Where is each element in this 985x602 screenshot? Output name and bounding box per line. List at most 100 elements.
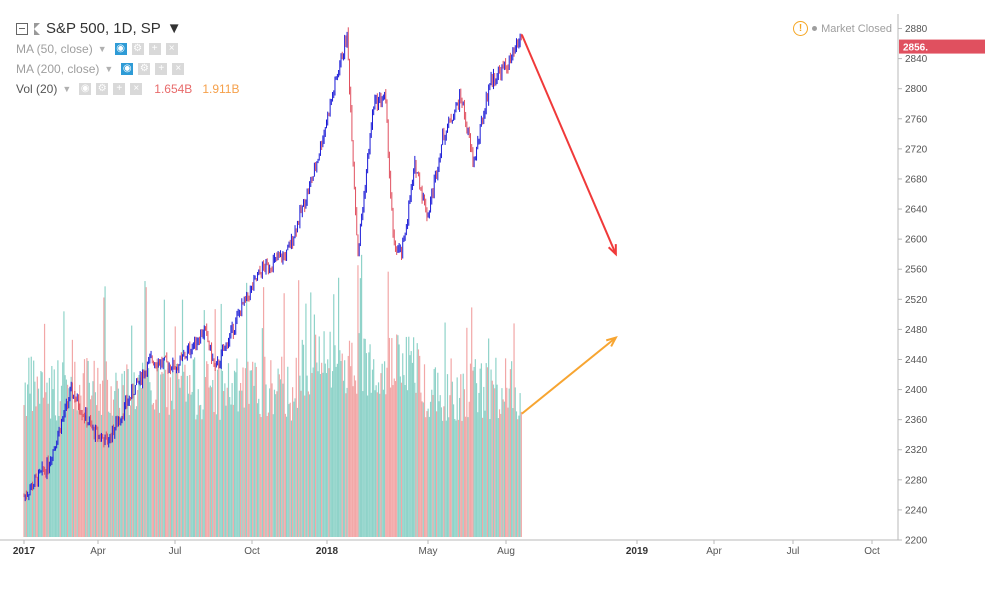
volume-bar [480, 363, 482, 537]
red-arrow [520, 34, 617, 255]
volume-bar [456, 377, 458, 537]
volume-bar [324, 363, 326, 537]
price-axis[interactable]: 2200 2240 2280 2320 2360 2400 2440 2480 2520 2560… [897, 14, 928, 547]
volume-bar [429, 401, 432, 537]
time-axis[interactable]: 2017 Apr Jul Oct 2018 May Aug 2019 Apr Jul Oct [0, 539, 898, 557]
volume-bar [296, 407, 299, 537]
volume-bar [173, 409, 175, 537]
volume-bar [449, 395, 451, 537]
volume-bar [509, 369, 512, 537]
volume-bar [218, 363, 220, 537]
close-icon[interactable]: × [165, 43, 178, 55]
volume-bar [122, 385, 124, 537]
volume-bar [479, 368, 481, 537]
collapse-icon[interactable] [16, 22, 28, 35]
volume-bar [365, 353, 368, 537]
symbol-title[interactable]: S&P 500, 1D, SP [46, 20, 161, 37]
flag-icon[interactable] [34, 22, 40, 35]
volume-bar [151, 404, 153, 537]
volume-bar [149, 382, 151, 537]
volume-bar [344, 360, 346, 537]
volume-bar [117, 388, 119, 537]
volume-bar [364, 338, 366, 537]
volume-bar [96, 405, 98, 537]
volume-bar [413, 337, 415, 537]
symbol-header[interactable]: S&P 500, 1D, SP ▼ [16, 20, 182, 37]
x-tick-label: 2017 [13, 546, 36, 557]
plus-icon[interactable]: + [148, 43, 161, 55]
volume-bar [340, 361, 342, 537]
volume-bar [492, 384, 495, 537]
close-icon[interactable]: × [172, 63, 185, 75]
eye-icon[interactable]: ◉ [114, 43, 127, 55]
volume-bar [249, 370, 251, 537]
volume-bar [145, 287, 147, 537]
plus-icon[interactable]: + [155, 63, 168, 75]
volume-bar [214, 309, 216, 537]
volume-bar [85, 415, 87, 537]
volume-value: 1.654B [154, 82, 193, 96]
volume-bar [127, 369, 129, 537]
eye-icon[interactable]: ◉ [121, 63, 134, 75]
volume-bar [471, 307, 473, 537]
volume-bar [434, 367, 436, 537]
volume-bar [186, 375, 188, 537]
gear-icon[interactable]: ⚙ [131, 43, 144, 55]
volume-bar [132, 395, 134, 537]
volume-bar [131, 325, 133, 537]
volume-bar [467, 417, 469, 537]
volume-bar [448, 417, 450, 537]
volume-bar [114, 390, 116, 537]
volume-bar [92, 381, 94, 537]
volume-bar [300, 390, 302, 537]
x-tick-label: Apr [706, 546, 722, 557]
volume-bar [386, 367, 388, 537]
volume-bar [156, 358, 158, 537]
last-price-label: 2856. [903, 43, 928, 54]
volume-bar [452, 404, 455, 537]
volume-bar [292, 387, 294, 537]
eye-icon[interactable]: ◉ [79, 83, 92, 95]
volume-bar [354, 380, 357, 537]
volume-bar [235, 372, 237, 537]
volume-bar [348, 340, 351, 537]
volume-bar [393, 378, 395, 537]
market-status[interactable]: ! Market Closed [793, 21, 892, 36]
volume-bar [416, 343, 418, 537]
chevron-down-icon[interactable]: ▼ [97, 44, 107, 54]
orange-arrow-head [605, 336, 618, 347]
gear-icon[interactable]: ⚙ [138, 63, 151, 75]
y-tick-label: 2240 [905, 505, 928, 516]
volume-bar [244, 368, 247, 537]
x-tick-label: May [419, 546, 438, 557]
volume-bar [168, 414, 170, 537]
legend-ma200[interactable]: MA (200, close) ▼ ◉ ⚙ + × [16, 62, 185, 76]
y-tick-label: 2760 [905, 114, 928, 125]
warning-icon[interactable]: ! [793, 21, 809, 36]
legend-volume[interactable]: Vol (20) ▼ ◉ ⚙ + × 1.654B 1.911B [16, 82, 239, 96]
volume-bar [313, 314, 315, 537]
volume-bar [285, 416, 288, 537]
volume-bar [210, 387, 213, 537]
volume-bar [102, 380, 104, 537]
close-icon[interactable]: × [130, 83, 143, 95]
gear-icon[interactable]: ⚙ [96, 83, 109, 95]
volume-bar [465, 416, 467, 537]
volume-bar [144, 281, 146, 537]
volume-bar [260, 417, 262, 537]
volume-bar [104, 286, 106, 537]
volume-bar [233, 370, 236, 537]
chevron-down-icon[interactable]: ▼ [62, 84, 72, 94]
volume-bar [334, 345, 336, 537]
volume-bar [40, 370, 42, 537]
y-tick-label: 2840 [905, 54, 928, 65]
chevron-down-icon[interactable]: ▼ [104, 64, 114, 74]
legend-ma50[interactable]: MA (50, close) ▼ ◉ ⚙ + × [16, 42, 178, 56]
chevron-down-icon[interactable]: ▼ [166, 20, 182, 37]
volume-bar [219, 419, 221, 537]
volume-bar [317, 371, 319, 537]
volume-bar [385, 394, 387, 537]
plus-icon[interactable]: + [113, 83, 126, 95]
